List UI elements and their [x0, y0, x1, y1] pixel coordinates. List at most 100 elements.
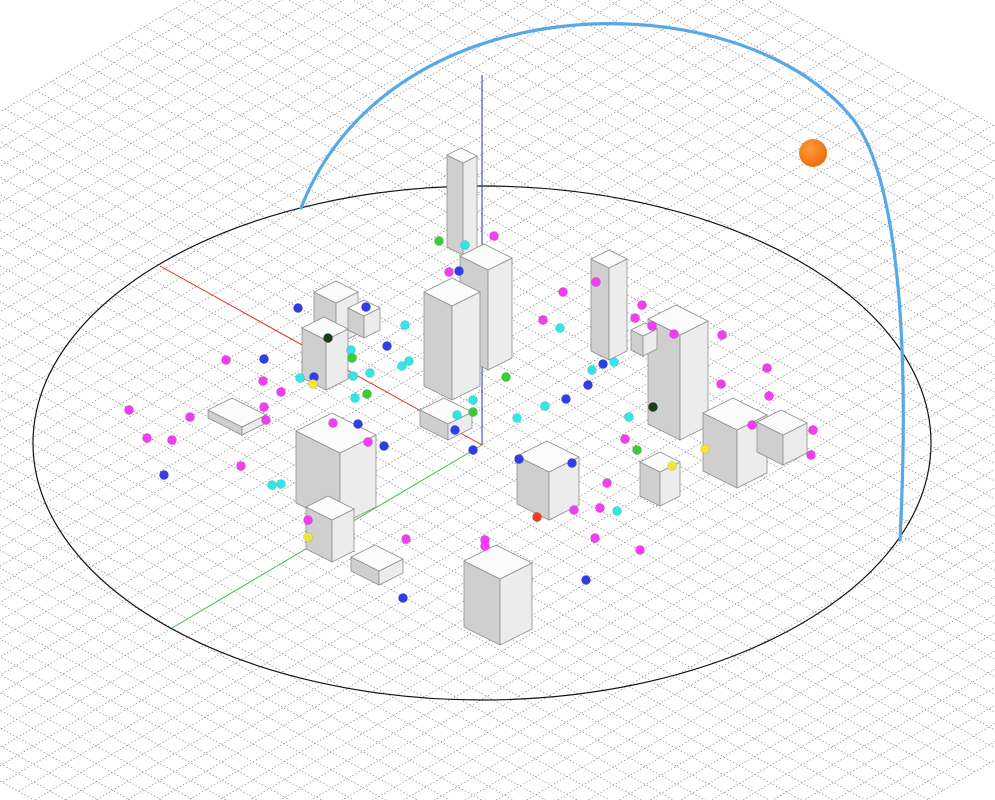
- sensor-point-magenta[interactable]: [591, 277, 601, 287]
- sensor-point-cyan[interactable]: [295, 373, 305, 383]
- sensor-point-green[interactable]: [362, 389, 372, 399]
- grid-line: [0, 158, 995, 713]
- sensor-point-cyan[interactable]: [400, 320, 410, 330]
- sensor-point-cyan[interactable]: [540, 401, 550, 411]
- building-roof: [647, 304, 709, 336]
- sensor-point-magenta[interactable]: [276, 387, 286, 397]
- sensor-point-cyan[interactable]: [555, 323, 565, 333]
- sensor-point-cyan[interactable]: [350, 393, 360, 403]
- sensor-point-magenta[interactable]: [620, 434, 630, 444]
- sensor-point-magenta[interactable]: [747, 420, 757, 430]
- sensor-point-magenta[interactable]: [258, 376, 268, 386]
- sensor-point-magenta[interactable]: [762, 363, 772, 373]
- sensor-point-magenta[interactable]: [480, 541, 490, 551]
- sensor-point-blue[interactable]: [353, 419, 363, 429]
- sensor-point-blue[interactable]: [382, 341, 392, 351]
- sensor-point-cyan[interactable]: [267, 480, 277, 490]
- sensor-point-red[interactable]: [532, 512, 542, 522]
- sensor-point-blue[interactable]: [567, 458, 577, 468]
- sensor-point-blue[interactable]: [361, 302, 371, 312]
- sensor-point-blue[interactable]: [293, 303, 303, 313]
- building-right-face: [608, 258, 628, 361]
- sensor-point-magenta[interactable]: [806, 450, 816, 460]
- sensor-point-magenta[interactable]: [185, 412, 195, 422]
- sensor-point-blue[interactable]: [583, 380, 593, 390]
- sensor-point-magenta[interactable]: [142, 433, 152, 443]
- sensor-point-blue[interactable]: [450, 425, 460, 435]
- sensor-point-cyan[interactable]: [397, 361, 407, 371]
- sensor-point-blue[interactable]: [379, 441, 389, 451]
- sensor-point-magenta[interactable]: [167, 435, 177, 445]
- sensor-point-cyan[interactable]: [468, 395, 478, 405]
- sensor-point-magenta[interactable]: [401, 534, 411, 544]
- grid-line: [249, 359, 995, 800]
- sensor-point-magenta[interactable]: [590, 533, 600, 543]
- sensor-point-dark-green[interactable]: [648, 402, 658, 412]
- sensor-point-magenta[interactable]: [716, 379, 726, 389]
- sensor-point-yellow[interactable]: [700, 444, 710, 454]
- sensor-point-cyan[interactable]: [587, 365, 597, 375]
- grid-line: [0, 638, 291, 800]
- building-roof: [350, 544, 404, 572]
- sensor-point-magenta[interactable]: [602, 478, 612, 488]
- sensor-point-yellow[interactable]: [303, 532, 313, 542]
- sensor-point-magenta[interactable]: [808, 425, 818, 435]
- sensor-point-magenta[interactable]: [261, 415, 271, 425]
- sensor-point-cyan[interactable]: [365, 368, 375, 378]
- sensor-point-magenta[interactable]: [363, 437, 373, 447]
- sensor-point-magenta[interactable]: [303, 515, 313, 525]
- sensor-point-green[interactable]: [468, 407, 478, 417]
- sensor-point-magenta[interactable]: [328, 418, 338, 428]
- sensor-point-magenta[interactable]: [647, 321, 657, 331]
- sensor-point-blue[interactable]: [598, 359, 608, 369]
- sensor-point-dark-green[interactable]: [323, 333, 333, 343]
- sensor-point-magenta[interactable]: [558, 287, 568, 297]
- grid-line: [0, 124, 994, 712]
- sensor-point-green[interactable]: [434, 236, 444, 246]
- sensor-point-cyan[interactable]: [609, 357, 619, 367]
- sensor-point-magenta[interactable]: [236, 461, 246, 471]
- sensor-point-magenta[interactable]: [637, 300, 647, 310]
- sensor-point-blue[interactable]: [581, 575, 591, 585]
- sensor-point-cyan[interactable]: [512, 413, 522, 423]
- sensor-point-yellow[interactable]: [308, 379, 318, 389]
- sensor-point-blue[interactable]: [159, 470, 169, 480]
- sensor-point-blue[interactable]: [561, 394, 571, 404]
- sensor-point-blue[interactable]: [468, 445, 478, 455]
- sensor-point-cyan[interactable]: [612, 506, 622, 516]
- sensor-point-blue[interactable]: [514, 454, 524, 464]
- sensor-point-cyan[interactable]: [404, 356, 414, 366]
- sensor-point-cyan[interactable]: [624, 412, 634, 422]
- sensor-point-green[interactable]: [347, 353, 357, 363]
- sensor-point-magenta[interactable]: [569, 505, 579, 515]
- sensor-points-layer: [124, 231, 818, 603]
- grid-line: [51, 81, 995, 607]
- sun-marker-icon[interactable]: [799, 139, 827, 167]
- sensor-point-cyan[interactable]: [452, 410, 462, 420]
- sensor-point-green[interactable]: [632, 445, 642, 455]
- sensor-point-blue[interactable]: [454, 266, 464, 276]
- sensor-point-magenta[interactable]: [595, 503, 605, 513]
- sensor-point-magenta[interactable]: [124, 405, 134, 415]
- sensor-point-magenta[interactable]: [669, 329, 679, 339]
- sensor-point-magenta[interactable]: [764, 391, 774, 401]
- sensor-point-cyan[interactable]: [348, 371, 358, 381]
- sensor-point-green[interactable]: [501, 372, 511, 382]
- sensor-point-magenta[interactable]: [489, 231, 499, 241]
- sensor-point-cyan[interactable]: [460, 240, 470, 250]
- sensor-point-magenta[interactable]: [635, 545, 645, 555]
- sensor-point-magenta[interactable]: [259, 402, 269, 412]
- sensor-point-magenta[interactable]: [630, 313, 640, 323]
- sensor-point-yellow[interactable]: [667, 461, 677, 471]
- sensor-point-blue[interactable]: [398, 593, 408, 603]
- sensor-point-blue[interactable]: [259, 354, 269, 364]
- grid-line: [0, 107, 962, 676]
- grid-line: [0, 36, 835, 531]
- sensor-point-magenta[interactable]: [717, 330, 727, 340]
- sensor-point-magenta[interactable]: [444, 267, 454, 277]
- sensor-point-magenta[interactable]: [221, 355, 231, 365]
- sensor-point-magenta[interactable]: [538, 315, 548, 325]
- sensor-point-cyan[interactable]: [276, 479, 286, 489]
